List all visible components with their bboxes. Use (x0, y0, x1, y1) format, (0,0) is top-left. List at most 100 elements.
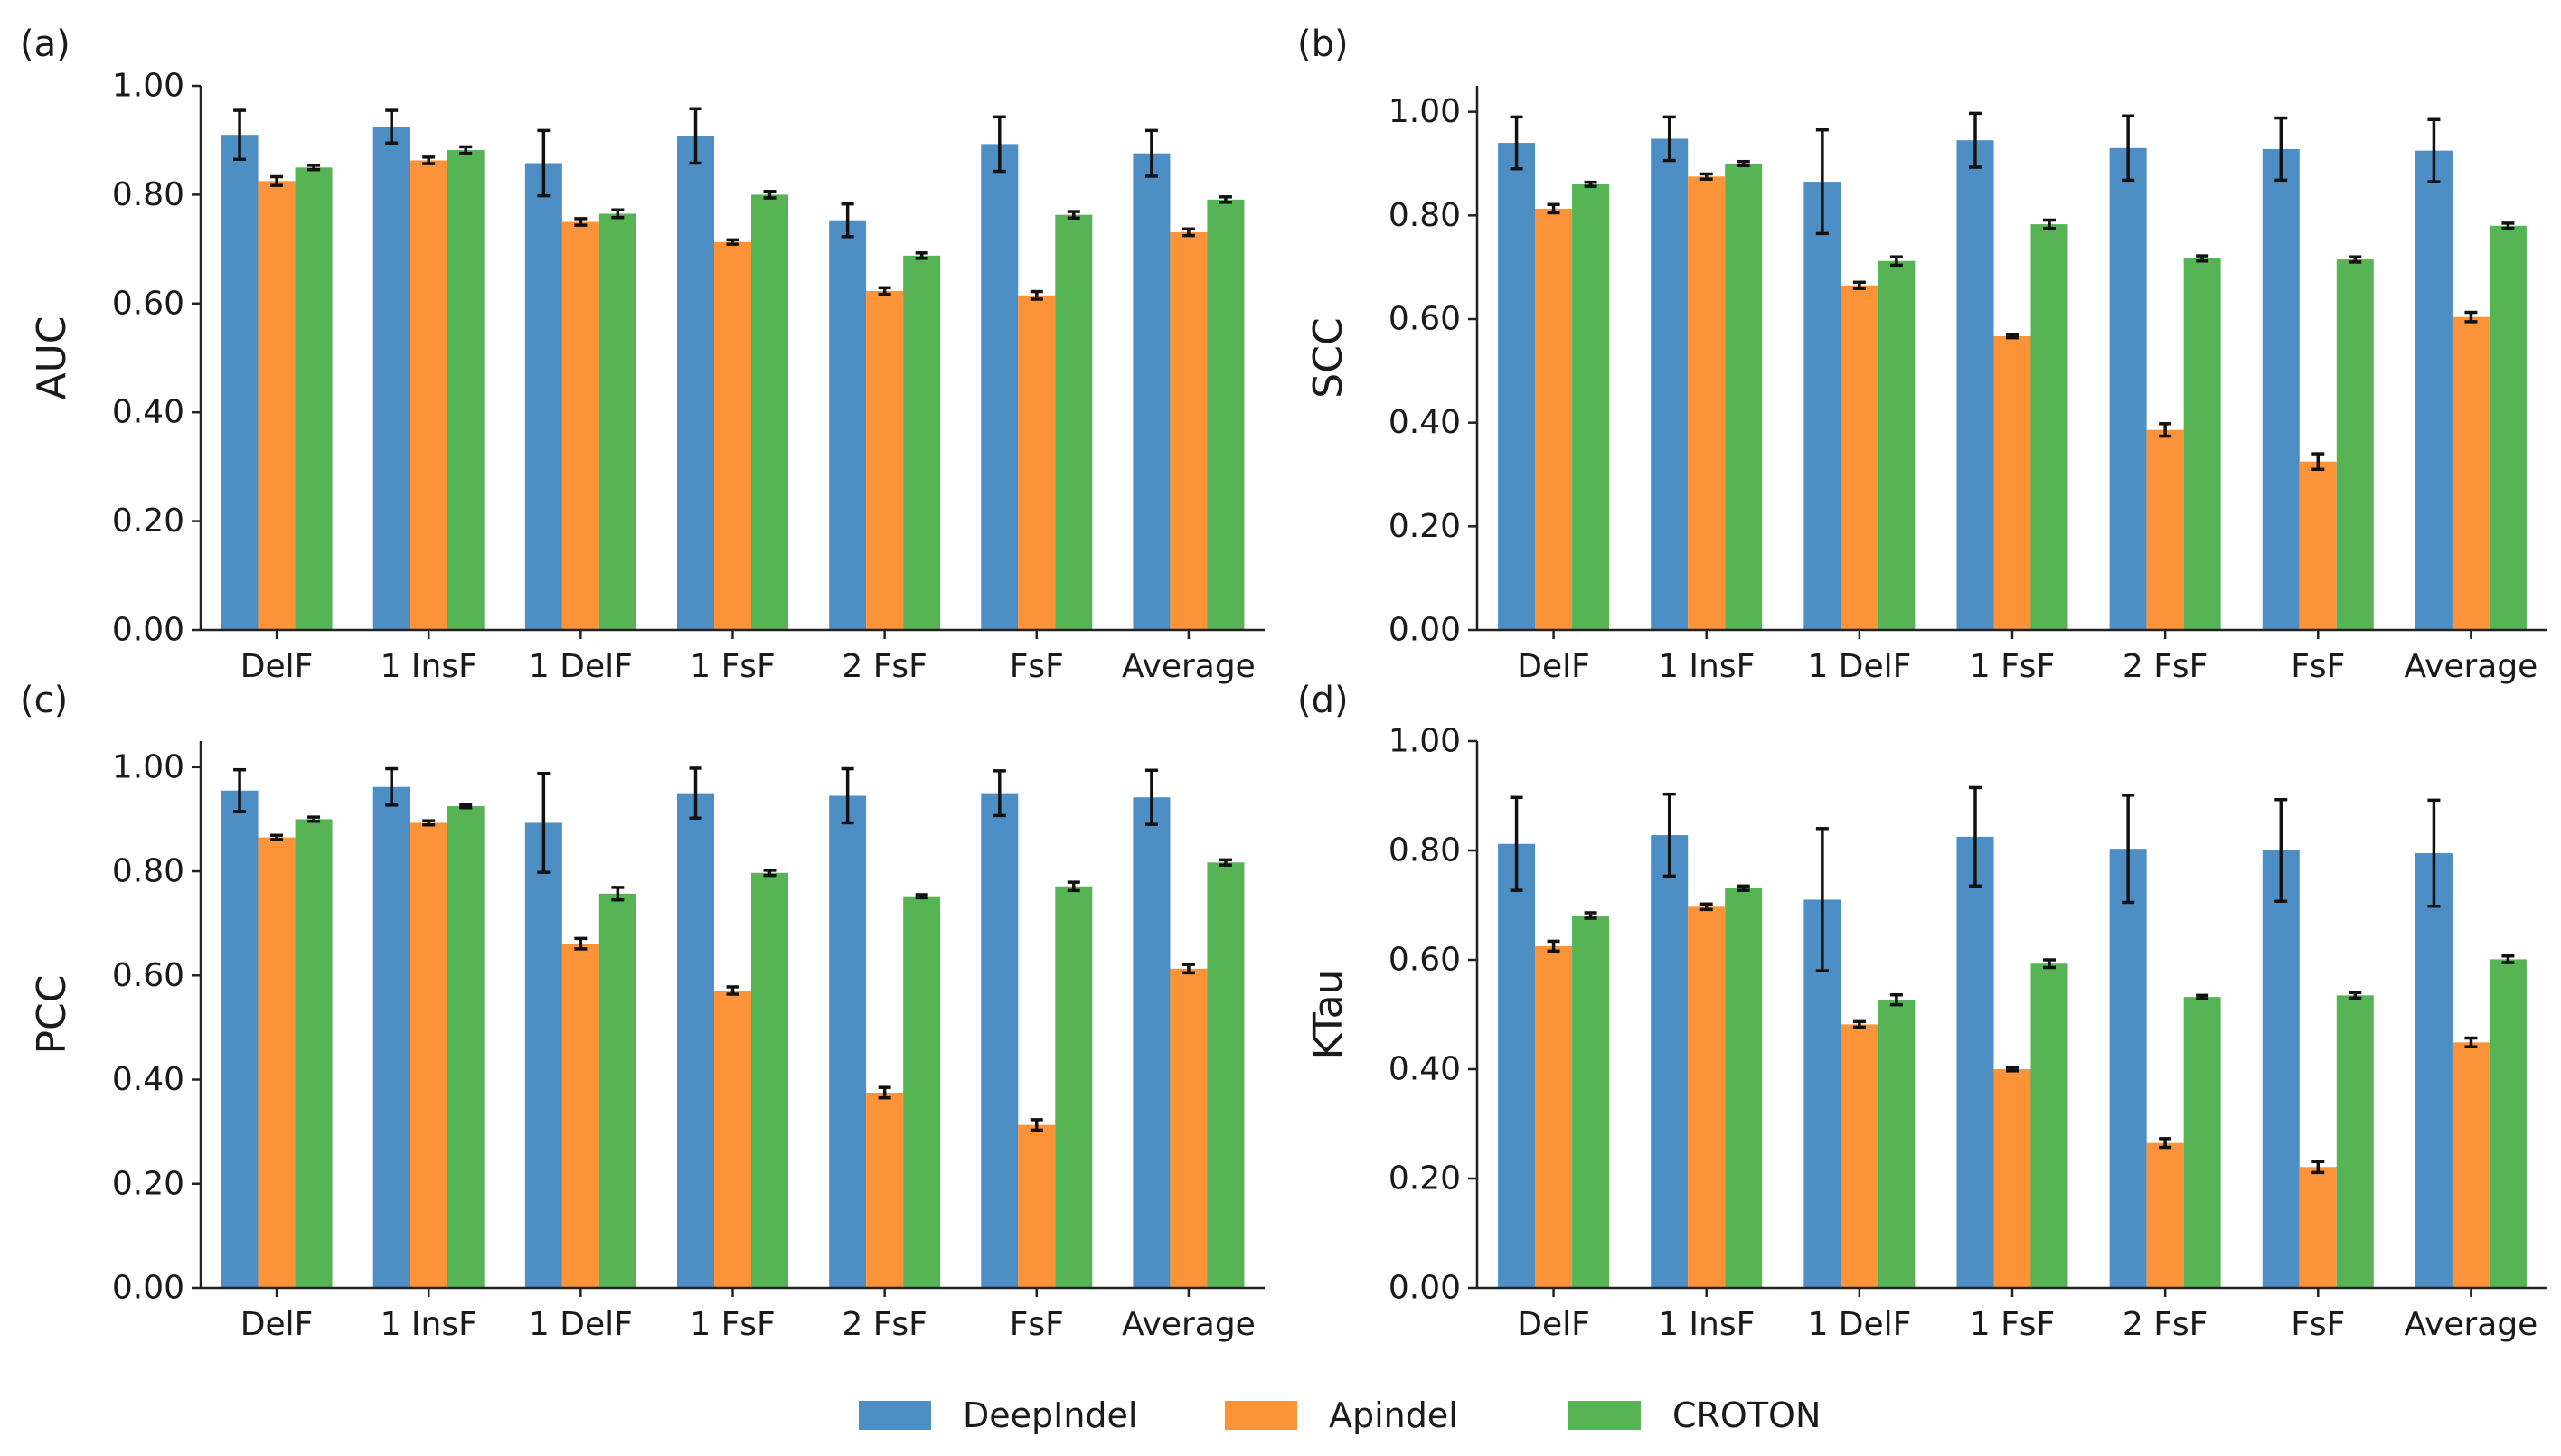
bar-croton-1-delf (598, 893, 636, 1288)
errorbar-croton-fsf (1067, 210, 1080, 221)
errorbar-croton-1-delf (1889, 255, 1903, 268)
errorbar-croton-2-fsf (915, 893, 928, 900)
errorbar-deepindel-delf (1510, 115, 1523, 171)
bar-apindel-1-insf (1688, 176, 1726, 631)
bar-apindel-fsf (2299, 461, 2337, 630)
bar-apindel-1-fsf (714, 990, 751, 1288)
errorbar-croton-average (2501, 221, 2515, 230)
legend: DeepIndel Apindel CROTON (859, 1395, 1821, 1435)
panel-b-xtick-label: 1 DelF (1807, 648, 1911, 685)
panel-d-xtick-label: DelF (1517, 1306, 1590, 1343)
errorbar-deepindel-average (1144, 768, 1158, 826)
panel-d-ytick-label: 0.80 (1389, 832, 1461, 869)
panel-d-ylabel: KTau (1305, 970, 1351, 1060)
bar-deepindel-1-insf (372, 127, 410, 630)
panel-d-xtick-label: 1 InsF (1658, 1306, 1755, 1343)
errorbar-deepindel-1-insf (385, 766, 399, 807)
errorbar-apindel-delf (1547, 939, 1560, 953)
errorbar-apindel-1-delf (1852, 280, 1866, 290)
errorbar-croton-1-fsf (2043, 958, 2056, 970)
bar-apindel-1-fsf (1993, 1069, 2031, 1288)
errorbar-deepindel-1-insf (1662, 792, 1676, 878)
errorbar-deepindel-2-fsf (841, 766, 854, 825)
bar-apindel-1-insf (410, 160, 447, 630)
panel-b-xtick-label: DelF (1517, 648, 1590, 685)
panel-c-xtick-label: FsF (1010, 1306, 1064, 1343)
errorbar-apindel-average (1182, 227, 1195, 238)
panel-b-ytick-label: 0.00 (1389, 612, 1461, 649)
errorbar-apindel-average (2464, 310, 2478, 324)
errorbar-apindel-average (1182, 963, 1195, 975)
bar-apindel-2-fsf (866, 1092, 904, 1288)
panel-d-label: (d) (1297, 680, 1349, 721)
errorbar-croton-1-delf (611, 208, 625, 220)
errorbar-croton-1-delf (1889, 992, 1903, 1007)
errorbar-apindel-fsf (2311, 1160, 2325, 1175)
bar-croton-average (1207, 862, 1245, 1288)
bar-deepindel-delf (1498, 843, 1536, 1288)
panel-c-ytick-label: 0.00 (112, 1270, 184, 1307)
bar-croton-delf (1572, 915, 1610, 1288)
errorbar-deepindel-average (2427, 798, 2441, 908)
bar-apindel-delf (1535, 208, 1573, 630)
errorbar-deepindel-1-delf (537, 128, 551, 198)
errorbar-apindel-1-insf (422, 819, 436, 827)
panel-b-xtick-label: 1 InsF (1658, 648, 1755, 685)
errorbar-apindel-2-fsf (2159, 422, 2172, 438)
bar-croton-2-fsf (903, 896, 941, 1288)
bar-apindel-1-delf (1841, 285, 1878, 630)
bar-deepindel-1-delf (1803, 182, 1841, 631)
bar-croton-2-fsf (2183, 258, 2221, 630)
bar-apindel-delf (258, 837, 296, 1288)
bar-croton-1-fsf (751, 194, 788, 630)
bar-apindel-1-delf (561, 221, 599, 630)
bar-apindel-1-delf (561, 944, 599, 1288)
legend-label-apindel: Apindel (1329, 1395, 1458, 1435)
panel-a: (a) 0.00 0.20 0.40 0.60 0.80 1.00 DelF 1 InsF 1 D… (20, 23, 1265, 685)
errorbar-apindel-1-fsf (726, 238, 739, 246)
bar-apindel-2-fsf (866, 290, 904, 630)
errorbar-apindel-2-fsf (878, 286, 891, 296)
errorbar-apindel-fsf (1030, 289, 1043, 301)
panel-a-xtick-label: DelF (240, 648, 314, 685)
bar-croton-1-delf (1878, 260, 1916, 630)
bar-deepindel-1-fsf (1956, 836, 1994, 1288)
errorbar-deepindel-1-insf (385, 108, 399, 145)
errorbar-croton-delf (307, 164, 321, 172)
bar-croton-fsf (1055, 214, 1093, 630)
panel-b-xtick-label: 2 FsF (2123, 648, 2208, 685)
panel-d-xtick-label: 1 FsF (1970, 1306, 2056, 1343)
bar-apindel-average (1170, 231, 1208, 630)
errorbar-croton-1-delf (611, 886, 625, 902)
errorbar-deepindel-1-insf (1662, 115, 1676, 163)
errorbar-deepindel-average (2427, 117, 2441, 183)
errorbar-apindel-1-fsf (2006, 333, 2019, 340)
legend-item-croton: CROTON (1568, 1395, 1821, 1435)
errorbar-apindel-1-insf (422, 155, 436, 165)
panel-c-xtick-label: DelF (240, 1306, 314, 1343)
bar-croton-1-delf (1878, 1000, 1916, 1288)
panel-c-ytick-label: 1.00 (112, 748, 184, 785)
panel-b-ylabel: SCC (1305, 317, 1351, 398)
errorbar-apindel-1-delf (1852, 1019, 1866, 1029)
errorbar-deepindel-2-fsf (841, 202, 854, 239)
bar-deepindel-average (1133, 797, 1171, 1288)
bar-apindel-1-fsf (1993, 335, 2031, 630)
panel-c-xtick-label: 1 DelF (529, 1306, 633, 1343)
panel-a-ytick-label: 0.20 (112, 503, 184, 540)
bar-apindel-2-fsf (2146, 429, 2184, 630)
errorbar-croton-1-fsf (2043, 218, 2056, 230)
bar-croton-average (2489, 959, 2527, 1288)
panel-b-ytick-label: 0.20 (1389, 508, 1461, 545)
bar-croton-2-fsf (2183, 997, 2221, 1288)
errorbar-croton-average (1219, 858, 1232, 867)
panel-d-ytick-label: 0.40 (1389, 1051, 1461, 1088)
bar-deepindel-2-fsf (2109, 147, 2147, 631)
bar-deepindel-fsf (2262, 850, 2300, 1288)
bar-deepindel-delf (221, 790, 259, 1288)
errorbar-deepindel-2-fsf (2122, 794, 2135, 905)
errorbar-croton-delf (1584, 911, 1597, 920)
panel-b-ytick-label: 0.80 (1389, 197, 1461, 234)
errorbar-apindel-1-delf (574, 217, 588, 227)
panel-c-ytick-label: 0.60 (112, 957, 184, 994)
